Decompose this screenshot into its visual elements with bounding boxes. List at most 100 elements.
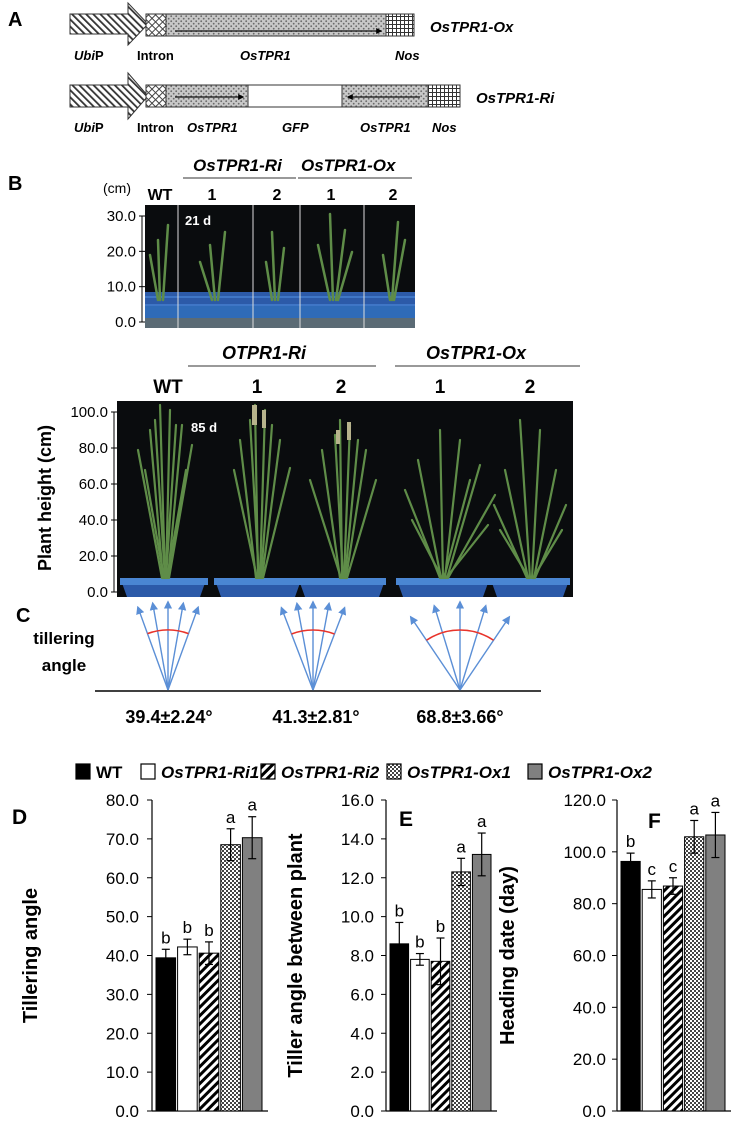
y-tick-label: 100.0: [563, 843, 606, 862]
significance-letter: b: [395, 901, 404, 920]
significance-letter: a: [226, 808, 236, 827]
tillering-title-line1: tillering: [33, 629, 94, 648]
tiller-arrow: [409, 615, 461, 691]
construct-ri-intron: Intron: [137, 120, 174, 135]
y-tick-label: 70.0: [106, 830, 139, 849]
construct-ri: [69, 71, 461, 121]
tiller-arrow: [312, 606, 347, 691]
legend-swatch: [260, 763, 276, 780]
panel-label: E: [399, 808, 413, 831]
y-tick-label: 30.0: [106, 985, 139, 1004]
bar: [198, 952, 220, 1112]
significance-letter: b: [183, 918, 192, 937]
bar-chart-e: E 0.0 2.0 4.0 6.0 8.0 10.0 12.0 14.0 16.0 Tiller a…: [285, 791, 497, 1121]
y-tick-label: 80.0: [106, 791, 139, 810]
top-lane-labels: WT 1 2 1 2: [148, 187, 398, 204]
nos-block: [385, 13, 415, 37]
panel-label: F: [648, 810, 661, 833]
tillering-value: 39.4±2.24°: [125, 707, 212, 727]
bar: [471, 853, 492, 1112]
top-unit: (cm): [103, 180, 131, 196]
top-lane-label: 2: [389, 187, 398, 204]
intron-block: [145, 84, 167, 108]
gfp-spacer-block: [247, 84, 343, 108]
bottom-lane-label: 2: [336, 377, 347, 398]
y-tick-label: 60.0: [573, 947, 606, 966]
top-scale-tick: 0.0: [115, 314, 136, 331]
top-scale-tick: 30.0: [107, 208, 136, 225]
bar: [684, 836, 705, 1112]
bottom-plant-photo: 85 d: [117, 401, 573, 597]
gene-right-block: [341, 84, 429, 108]
bar-chart-f: F 0.0 20.0 40.0 60.0 80.0 100.0 120.0 Heading da…: [497, 791, 731, 1121]
top-scale-tick: 20.0: [107, 243, 136, 260]
significance-letter: c: [648, 860, 657, 879]
y-tick-label: 20.0: [106, 1024, 139, 1043]
legend-item: WT: [75, 763, 123, 782]
y-axis-label: Tiller angle between plant: [285, 833, 307, 1077]
significance-letter: a: [477, 812, 487, 831]
gene-block: [165, 13, 387, 37]
y-tick-label: 12.0: [341, 869, 374, 888]
tillering-value: 68.8±3.66°: [416, 707, 503, 727]
legend-label: OsTPR1-Ri2: [281, 763, 380, 782]
tiller-arrow: [459, 615, 511, 691]
construct-ri-promoter: UbiP: [74, 120, 104, 135]
tiller-arrow: [136, 605, 169, 691]
top-plant-photo: 21 d: [145, 205, 415, 328]
construct-ox-name: OsTPR1-Ox: [430, 19, 514, 36]
significance-letter: a: [689, 799, 699, 818]
bar: [389, 943, 410, 1112]
bottom-lane-label: 2: [525, 377, 536, 398]
tiller-arrow: [294, 601, 314, 691]
gene-left-block: [165, 84, 249, 108]
legend-item: OsTPR1-Ri1: [140, 763, 259, 782]
bar-charts: D 0.0 10.0 20.0 30.0 40.0 50.0 60.0 70.0 80.0 Till…: [12, 791, 731, 1121]
ubi-promoter-arrow: [69, 71, 149, 121]
y-tick-label: 40.0: [573, 998, 606, 1017]
bar: [155, 957, 177, 1112]
y-tick-label: 50.0: [106, 908, 139, 927]
top-scale: 30.0 20.0 10.0 0.0: [107, 208, 145, 331]
bottom-ylabel: Plant height (cm): [35, 425, 55, 571]
legend-label: OsTPR1-Ox1: [407, 763, 511, 782]
tiller-arrow: [459, 604, 488, 691]
significance-letter: a: [711, 791, 721, 810]
construct-ri-terminator: Nos: [432, 120, 457, 135]
top-day-label: 21 d: [185, 213, 211, 228]
tiller-arrow: [432, 604, 461, 691]
bottom-scale: 100.0 80.0 60.0 40.0 20.0 0.0: [70, 404, 117, 601]
significance-letter: b: [204, 921, 213, 940]
tiller-arrow: [279, 606, 314, 691]
tiller-arrow: [312, 601, 332, 691]
bottom-day-label: 85 d: [191, 420, 217, 435]
bottom-scale-tick: 80.0: [79, 440, 108, 457]
tillering-fans: [136, 600, 511, 691]
bottom-scale-tick: 40.0: [79, 512, 108, 529]
y-tick-label: 60.0: [106, 869, 139, 888]
y-tick-label: 2.0: [350, 1063, 374, 1082]
y-tick-label: 40.0: [106, 947, 139, 966]
bar: [620, 860, 641, 1112]
tillering-title-line2: angle: [42, 656, 86, 675]
bottom-scale-tick: 100.0: [70, 404, 108, 421]
y-tick-label: 0.0: [115, 1102, 139, 1121]
legend-label: WT: [96, 763, 123, 782]
construct-ri-spacer: GFP: [282, 120, 309, 135]
construct-ox-gene: OsTPR1: [240, 48, 291, 63]
bottom-group-ri: OTPR1-Ri: [222, 343, 307, 363]
bar: [410, 958, 430, 1112]
bottom-lane-label: 1: [252, 377, 263, 398]
significance-letter: b: [436, 917, 445, 936]
y-tick-label: 0.0: [350, 1102, 374, 1121]
y-tick-label: 14.0: [341, 830, 374, 849]
bar: [662, 885, 684, 1112]
y-axis-label: Tillering angle: [20, 888, 42, 1023]
bottom-lane-label: 1: [435, 377, 446, 398]
tillering-fan: [279, 600, 347, 691]
tillering-value: 41.3±2.81°: [272, 707, 359, 727]
legend: WT OsTPR1-Ri1 OsTPR1-Ri2 OsTPR1-Ox1 OsTPR1-O…: [75, 763, 652, 782]
construct-ox: [69, 1, 415, 47]
construct-ri-gene-left: OsTPR1: [187, 120, 238, 135]
